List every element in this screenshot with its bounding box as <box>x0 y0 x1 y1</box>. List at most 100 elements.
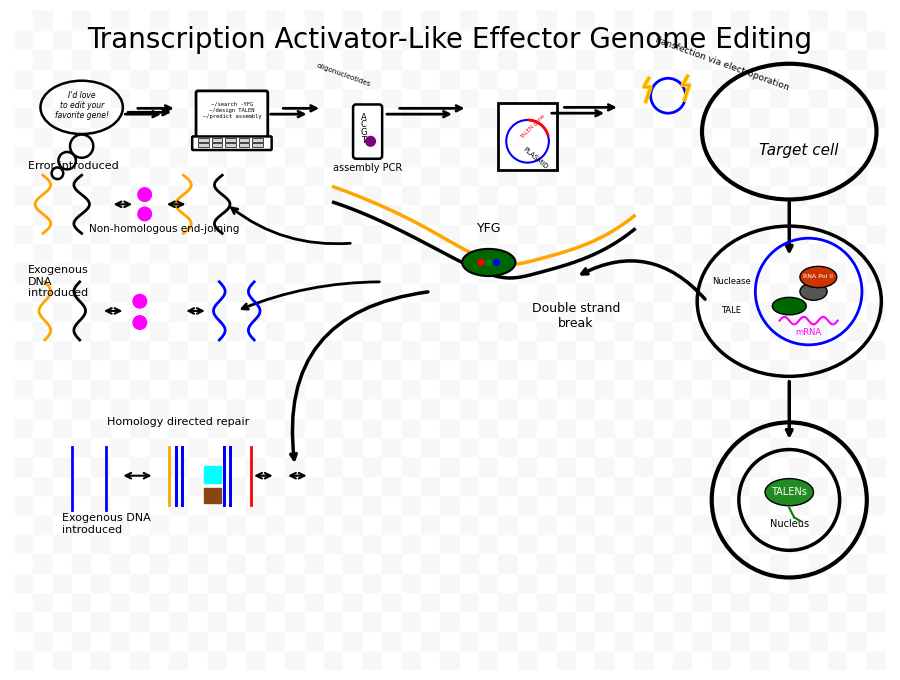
Bar <box>537 204 556 224</box>
Bar <box>518 650 537 670</box>
Bar <box>479 554 499 573</box>
Bar <box>72 554 92 573</box>
Bar <box>285 165 304 185</box>
Bar <box>266 49 285 69</box>
Bar <box>848 320 867 340</box>
Bar <box>130 592 149 611</box>
Bar <box>33 437 52 456</box>
Bar <box>72 476 92 495</box>
Bar <box>848 554 867 573</box>
Bar <box>556 554 576 573</box>
Bar <box>188 301 208 320</box>
Bar <box>596 88 615 107</box>
Bar <box>344 10 363 30</box>
Bar <box>401 495 421 515</box>
Bar <box>848 204 867 224</box>
Bar <box>149 224 169 243</box>
Bar <box>285 534 304 554</box>
Bar <box>344 418 363 437</box>
Bar <box>247 126 266 146</box>
Bar <box>14 398 33 418</box>
Bar <box>382 185 401 204</box>
Bar <box>188 320 208 340</box>
Bar <box>460 282 479 301</box>
Bar <box>692 418 712 437</box>
Bar <box>363 437 382 456</box>
Bar <box>169 398 188 418</box>
Bar <box>518 554 537 573</box>
Bar <box>848 611 867 631</box>
Bar <box>808 398 828 418</box>
Bar <box>751 224 770 243</box>
Bar <box>556 88 576 107</box>
Bar <box>789 592 808 611</box>
Bar <box>247 456 266 476</box>
Bar <box>324 495 344 515</box>
Bar <box>537 495 556 515</box>
Bar <box>673 592 692 611</box>
Bar <box>596 126 615 146</box>
Bar <box>111 495 130 515</box>
Bar <box>440 418 460 437</box>
Bar <box>421 88 440 107</box>
Bar <box>188 573 208 592</box>
Bar <box>518 611 537 631</box>
Bar <box>751 592 770 611</box>
Bar <box>130 456 149 476</box>
Bar <box>770 456 789 476</box>
Bar <box>266 69 285 88</box>
Bar <box>499 262 517 282</box>
Bar <box>285 204 304 224</box>
Bar <box>149 69 169 88</box>
Bar <box>130 165 149 185</box>
Bar <box>867 262 886 282</box>
Bar <box>731 456 751 476</box>
Bar <box>212 139 222 142</box>
Bar <box>363 592 382 611</box>
Bar <box>247 495 266 515</box>
Bar <box>188 243 208 262</box>
Bar <box>440 379 460 398</box>
Bar <box>828 165 848 185</box>
Bar <box>247 476 266 495</box>
Bar <box>634 534 653 554</box>
Bar <box>203 466 221 483</box>
Bar <box>712 243 731 262</box>
Bar <box>188 650 208 670</box>
Bar <box>692 126 712 146</box>
Bar <box>227 165 247 185</box>
Bar <box>556 30 576 49</box>
Bar <box>848 340 867 360</box>
Bar <box>149 30 169 49</box>
Bar <box>808 224 828 243</box>
Bar <box>576 30 596 49</box>
Bar <box>72 88 92 107</box>
Bar <box>440 495 460 515</box>
Bar <box>130 49 149 69</box>
Bar <box>33 10 52 30</box>
Bar <box>828 107 848 126</box>
Bar <box>363 476 382 495</box>
Bar <box>556 631 576 650</box>
Bar <box>615 282 634 301</box>
Ellipse shape <box>772 297 806 315</box>
Bar <box>712 49 731 69</box>
Bar <box>111 165 130 185</box>
Bar <box>363 301 382 320</box>
Bar <box>72 592 92 611</box>
Bar <box>169 554 188 573</box>
Bar <box>92 10 111 30</box>
Bar <box>227 437 247 456</box>
Bar <box>867 631 886 650</box>
Bar <box>169 88 188 107</box>
Bar <box>92 534 111 554</box>
Bar <box>247 650 266 670</box>
Bar <box>499 301 517 320</box>
Bar <box>208 437 227 456</box>
Bar <box>556 476 576 495</box>
Bar <box>363 107 382 126</box>
Bar <box>382 534 401 554</box>
Bar <box>537 611 556 631</box>
Bar <box>556 224 576 243</box>
Bar <box>518 126 537 146</box>
